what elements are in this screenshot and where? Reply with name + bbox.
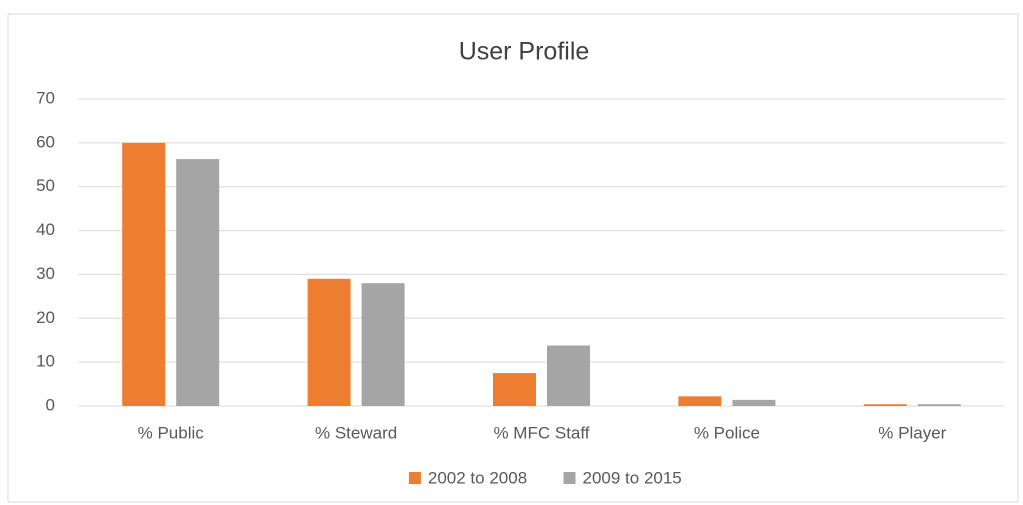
y-tick-label: 40	[36, 220, 55, 239]
y-tick-label: 10	[36, 352, 55, 371]
bar	[361, 283, 405, 406]
x-tick-label: % Police	[694, 423, 760, 442]
y-tick-label: 50	[36, 176, 55, 195]
x-tick-label: % Steward	[315, 423, 397, 442]
y-tick-label: 60	[36, 132, 55, 151]
y-tick-label: 30	[36, 264, 55, 283]
legend-swatch	[408, 472, 421, 484]
legend-swatch	[563, 472, 576, 484]
bar	[122, 142, 166, 406]
bar	[678, 396, 722, 406]
bar	[176, 159, 220, 406]
x-tick-label: % Player	[878, 423, 946, 442]
y-tick-label: 70	[36, 88, 55, 107]
bar	[547, 345, 590, 406]
y-tick-label: 20	[36, 308, 55, 327]
y-tick-label: 0	[46, 395, 55, 414]
x-tick-label: % Public	[138, 423, 205, 442]
bar	[863, 404, 907, 406]
bar	[307, 278, 351, 406]
legend-label: 2002 to 2008	[428, 468, 527, 487]
bar	[493, 373, 536, 406]
bar	[732, 399, 776, 406]
x-tick-label: % MFC Staff	[493, 423, 589, 442]
legend-label: 2009 to 2015	[583, 468, 682, 487]
chart-title: User Profile	[459, 38, 590, 66]
bar	[917, 404, 961, 406]
